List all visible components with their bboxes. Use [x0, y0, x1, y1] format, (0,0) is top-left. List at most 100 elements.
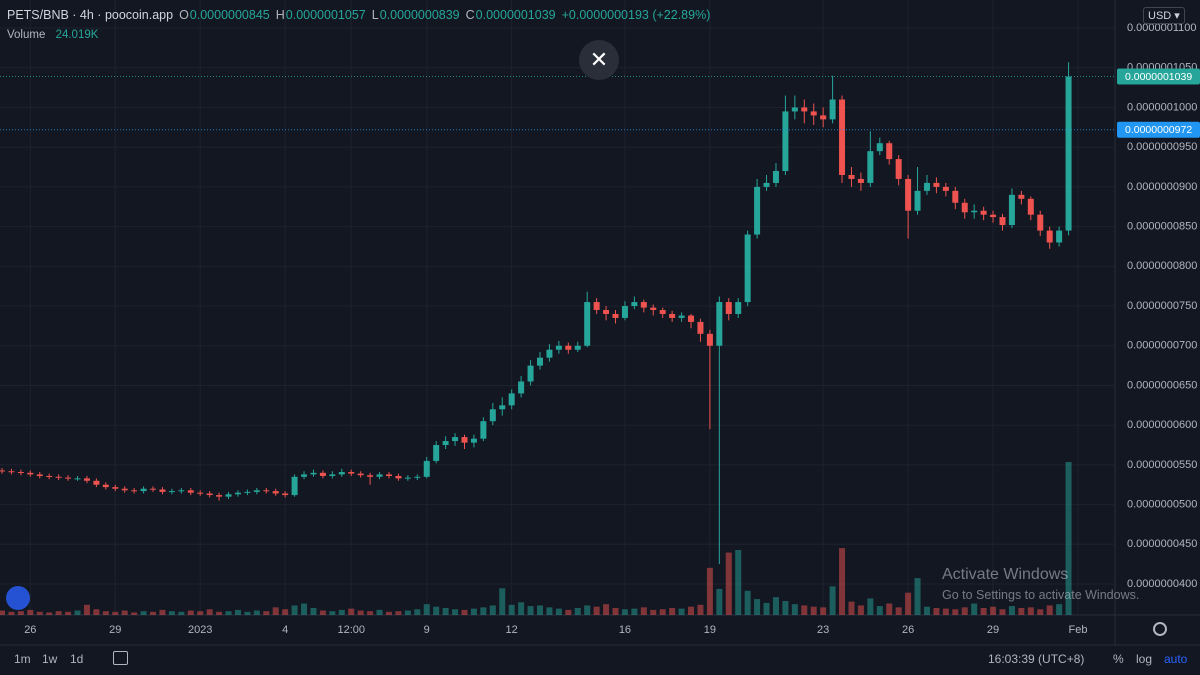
volume-bar	[971, 603, 978, 615]
date-range-icon[interactable]	[113, 651, 128, 665]
y-tick-label: 0.0000000750	[1127, 300, 1197, 312]
candle-body	[0, 470, 5, 472]
volume-bar	[489, 605, 496, 615]
candle-body	[329, 474, 336, 477]
volume-bar	[301, 603, 308, 615]
volume-bar	[886, 603, 893, 615]
candle-body	[310, 472, 317, 475]
candle-body	[565, 345, 572, 350]
volume-bar	[150, 611, 157, 615]
volume-bar	[159, 609, 166, 615]
candle-body	[121, 488, 128, 491]
volume-bar	[508, 604, 515, 615]
ohlc-value: 0.0000000845	[189, 8, 270, 22]
candle-body	[263, 490, 270, 492]
candle-body	[395, 476, 402, 479]
volume-bar	[452, 609, 459, 615]
candle-body	[688, 315, 695, 322]
candle-body	[301, 474, 308, 477]
candle-body	[150, 488, 157, 490]
y-tick-label: 0.0000000600	[1127, 419, 1197, 431]
x-tick-label: 4	[282, 624, 288, 636]
timeframe-button[interactable]: 1m	[14, 652, 31, 666]
candle-body	[886, 143, 893, 160]
settings-icon[interactable]	[1153, 622, 1167, 636]
logo-button[interactable]	[6, 586, 30, 610]
y-tick-label: 0.0000000950	[1127, 141, 1197, 153]
candle-body	[744, 234, 751, 303]
y-tick-label: 0.0000000550	[1127, 459, 1197, 471]
candle-body	[508, 393, 515, 406]
volume-bar	[234, 609, 241, 615]
x-tick-label: 2023	[188, 624, 212, 636]
volume-bar	[1018, 607, 1025, 615]
volume-bar	[1008, 606, 1015, 615]
volume-bar	[593, 606, 600, 615]
volume-bar	[395, 611, 402, 615]
ohlc-value: 0.0000001057	[285, 8, 366, 22]
volume-bar	[121, 610, 128, 615]
candle-body	[829, 99, 836, 120]
volume-bar	[603, 604, 610, 615]
candle-body	[763, 182, 770, 187]
volume-bar	[1046, 605, 1053, 615]
candle-body	[74, 478, 81, 480]
price-tag	[1117, 68, 1200, 85]
candle-body	[537, 357, 543, 366]
candle-body	[621, 306, 628, 318]
candle-body	[1065, 76, 1072, 231]
timeframe-button[interactable]: 1d	[70, 652, 84, 666]
y-tick-label: 0.0000000400	[1127, 578, 1197, 590]
volume-bar	[537, 605, 543, 615]
volume-bar	[678, 608, 685, 615]
ohlc-value: 0.0000000839	[379, 8, 460, 22]
volume-bar	[669, 607, 676, 615]
candle-body	[112, 487, 119, 489]
scale-button[interactable]: auto	[1164, 652, 1188, 666]
volume-bar	[744, 590, 751, 615]
candle-body	[489, 409, 496, 422]
scale-button[interactable]: log	[1136, 652, 1153, 666]
volume-bar	[621, 609, 628, 615]
candle-body	[1056, 230, 1063, 243]
volume-bar	[216, 611, 223, 615]
volume-bar	[782, 600, 789, 615]
volume-bar	[801, 605, 808, 615]
candle-body	[433, 445, 440, 461]
candle-body	[631, 302, 638, 307]
candle-body	[914, 190, 921, 211]
volume-bar	[206, 609, 213, 615]
volume-name: Volume	[7, 29, 46, 41]
volume-bar	[914, 578, 921, 615]
candle-body	[848, 174, 855, 179]
ohlc-key: L	[371, 8, 379, 22]
volume-bar	[791, 604, 798, 615]
candle-body	[716, 302, 723, 346]
volume-bar	[848, 601, 855, 615]
candle-body	[385, 474, 392, 477]
candle-body	[905, 178, 912, 211]
x-tick-label: 19	[704, 624, 716, 636]
volume-bar	[168, 611, 175, 615]
candle-body	[1027, 198, 1034, 215]
candle-body	[461, 437, 468, 443]
candle-body	[452, 437, 459, 442]
volume-bar	[357, 610, 364, 615]
candle-body	[178, 490, 185, 492]
volume-bar	[905, 592, 912, 615]
volume-bar	[867, 598, 874, 615]
volume-bar	[999, 609, 1006, 615]
candle-body	[8, 471, 15, 473]
currency-select[interactable]: USD ▾	[1143, 7, 1185, 24]
volume-bar	[74, 610, 81, 615]
x-tick-label: 29	[987, 624, 999, 636]
timeframe-button[interactable]: 1w	[42, 652, 58, 666]
candle-body	[225, 494, 232, 497]
close-button[interactable]: ✕	[579, 40, 619, 80]
y-tick-label: 0.0000000850	[1127, 221, 1197, 233]
ohlc-key: C	[465, 8, 475, 22]
candle-body	[1018, 194, 1025, 199]
volume-bar	[555, 608, 562, 615]
scale-button[interactable]: %	[1113, 652, 1124, 666]
